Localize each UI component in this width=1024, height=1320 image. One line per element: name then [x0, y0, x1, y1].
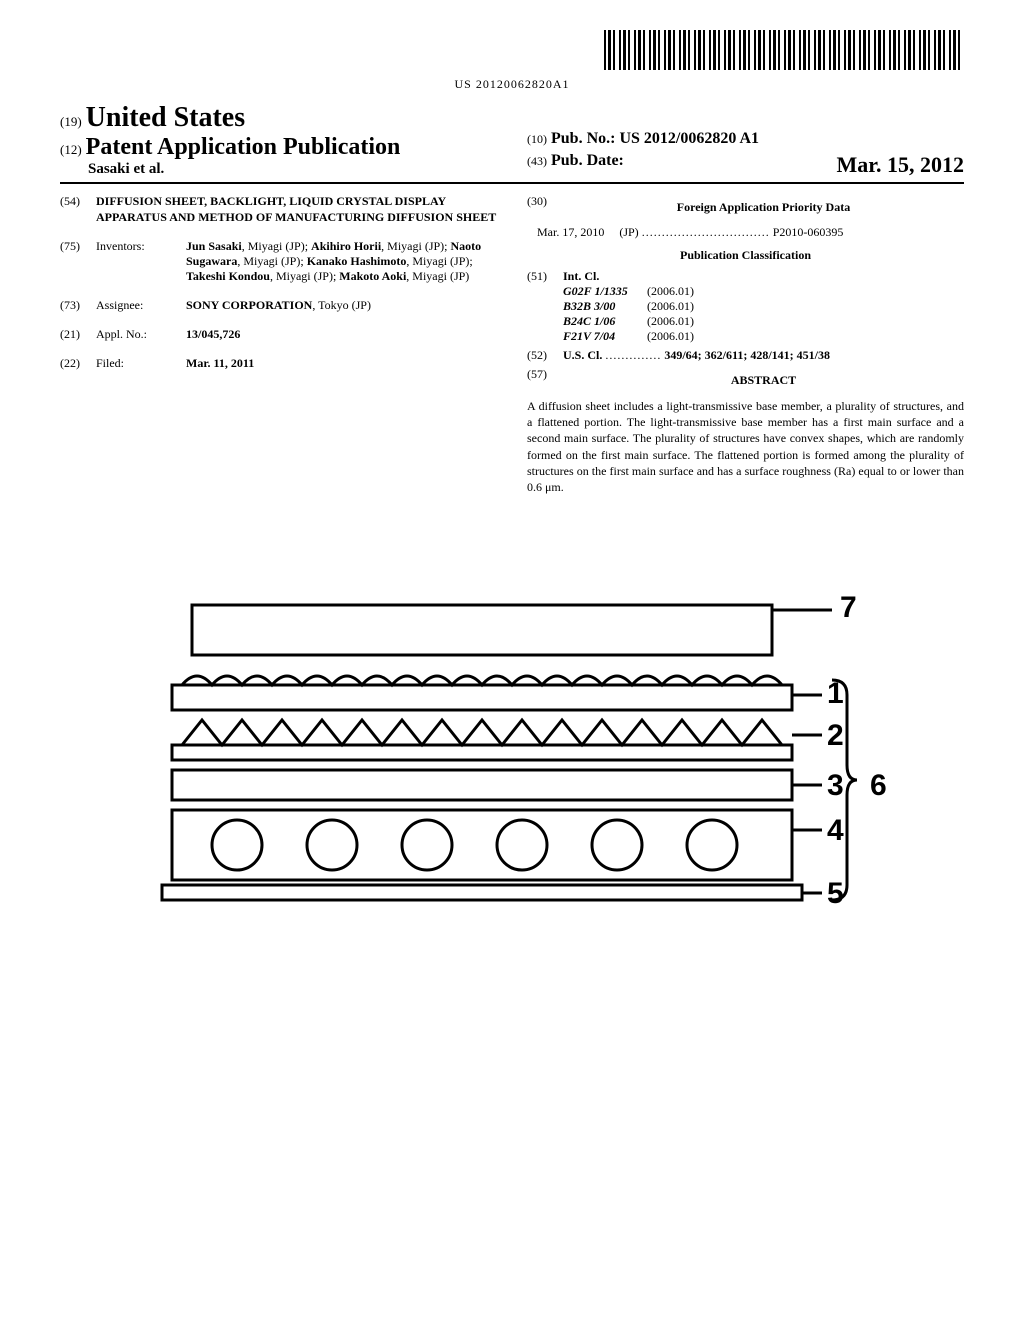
foreign-date: Mar. 17, 2010 [537, 225, 604, 239]
filed-date: Mar. 11, 2011 [186, 356, 497, 371]
uscl-line: U.S. Cl. .............. 349/64; 362/611;… [563, 348, 830, 363]
intcl-label: Int. Cl. [563, 269, 599, 284]
invention-title: DIFFUSION SHEET, BACKLIGHT, LIQUID CRYST… [96, 194, 497, 225]
filed-code: (22) [60, 356, 96, 371]
figure-svg: 7 1 2 3 4 5 6 [132, 595, 892, 915]
uscl-code: (52) [527, 348, 563, 363]
abstract-header: ABSTRACT [563, 373, 964, 388]
intcl-class: F21V 7/04 [527, 329, 647, 344]
assignee-code: (73) [60, 298, 96, 313]
pubclass-header: Publication Classification [527, 248, 964, 263]
fig-label-3: 3 [827, 769, 844, 802]
inventor-name: Akihiro Horii [311, 239, 381, 253]
pub-date-label: Pub. Date: [551, 152, 624, 169]
intcl-row: B32B 3/00(2006.01) [527, 299, 964, 314]
country: United States [86, 102, 245, 133]
assignee-value: SONY CORPORATION, Tokyo (JP) [186, 298, 497, 313]
inventors-list: Jun Sasaki, Miyagi (JP); Akihiro Horii, … [186, 239, 497, 284]
pub-date: Mar. 15, 2012 [836, 152, 964, 178]
appl-no: 13/045,726 [186, 327, 497, 342]
pub-no-label: Pub. No.: [551, 130, 615, 147]
inventor-name: Jun Sasaki [186, 239, 242, 253]
uscl-label: U.S. Cl. [563, 348, 602, 362]
fig-label-1: 1 [827, 677, 844, 710]
abstract-text: A diffusion sheet includes a light-trans… [527, 398, 964, 495]
foreign-header: Foreign Application Priority Data [563, 200, 964, 215]
biblio-columns: (54) DIFFUSION SHEET, BACKLIGHT, LIQUID … [60, 194, 964, 495]
doc-type: Patent Application Publication [86, 134, 401, 160]
header-right: (10) Pub. No.: US 2012/0062820 A1 (43) P… [497, 126, 964, 178]
inventor-loc: , Miyagi (JP) [406, 269, 469, 283]
barcode-section: US 20120062820A1 [60, 30, 964, 92]
foreign-dots: ................................ [642, 225, 770, 239]
left-column: (54) DIFFUSION SHEET, BACKLIGHT, LIQUID … [60, 194, 497, 495]
barcode-graphic [604, 30, 964, 70]
appl-label: Appl. No.: [96, 327, 186, 342]
barcode-number: US 20120062820A1 [60, 77, 964, 92]
inventor-name: Takeshi Kondou [186, 269, 270, 283]
fig-label-4: 4 [827, 814, 844, 847]
doc-type-prefix: (12) [60, 142, 82, 157]
inventor-loc: , Miyagi (JP); [270, 269, 339, 283]
inventor-loc: , Miyagi (JP); [406, 254, 472, 268]
intcl-class: B24C 1/06 [527, 314, 647, 329]
intcl-list: G02F 1/1335(2006.01)B32B 3/00(2006.01)B2… [527, 284, 964, 344]
abstract-code: (57) [527, 367, 563, 394]
header: (19) United States (12) Patent Applicati… [60, 102, 964, 184]
right-column: (30) Foreign Application Priority Data M… [527, 194, 964, 495]
foreign-no: P2010-060395 [773, 225, 844, 239]
inventors-label: Inventors: [96, 239, 186, 284]
assignee-label: Assignee: [96, 298, 186, 313]
intcl-class: B32B 3/00 [527, 299, 647, 314]
intcl-year: (2006.01) [647, 314, 964, 329]
inventors-code: (75) [60, 239, 96, 284]
intcl-row: F21V 7/04(2006.01) [527, 329, 964, 344]
assignee-loc: , Tokyo (JP) [312, 298, 371, 312]
fig-label-2: 2 [827, 719, 844, 752]
intcl-row: G02F 1/1335(2006.01) [527, 284, 964, 299]
fig-label-6: 6 [870, 769, 887, 802]
country-prefix: (19) [60, 114, 82, 129]
figure: 7 1 2 3 4 5 6 [132, 595, 892, 920]
intcl-year: (2006.01) [647, 284, 964, 299]
authors: Sasaki et al. [60, 161, 497, 178]
intcl-row: B24C 1/06(2006.01) [527, 314, 964, 329]
inventor-name: Kanako Hashimoto [307, 254, 407, 268]
header-left: (19) United States (12) Patent Applicati… [60, 102, 497, 178]
assignee-name: SONY CORPORATION [186, 298, 312, 312]
inventor-loc: , Miyagi (JP); [381, 239, 450, 253]
pub-no: US 2012/0062820 A1 [619, 130, 759, 147]
fig-label-7: 7 [840, 595, 857, 624]
title-code: (54) [60, 194, 96, 225]
fig-label-5: 5 [827, 877, 844, 910]
uscl-dots: .............. [605, 348, 661, 362]
pub-no-prefix: (10) [527, 132, 547, 146]
pub-date-prefix: (43) [527, 154, 547, 168]
inventor-loc: , Miyagi (JP); [242, 239, 311, 253]
intcl-code: (51) [527, 269, 563, 284]
inventor-loc: , Miyagi (JP); [237, 254, 306, 268]
intcl-year: (2006.01) [647, 329, 964, 344]
uscl-values: 349/64; 362/611; 428/141; 451/38 [664, 348, 830, 362]
intcl-class: G02F 1/1335 [527, 284, 647, 299]
filed-label: Filed: [96, 356, 186, 371]
intcl-year: (2006.01) [647, 299, 964, 314]
inventor-name: Makoto Aoki [339, 269, 406, 283]
foreign-country: (JP) [619, 225, 638, 239]
appl-code: (21) [60, 327, 96, 342]
foreign-code: (30) [527, 194, 563, 221]
